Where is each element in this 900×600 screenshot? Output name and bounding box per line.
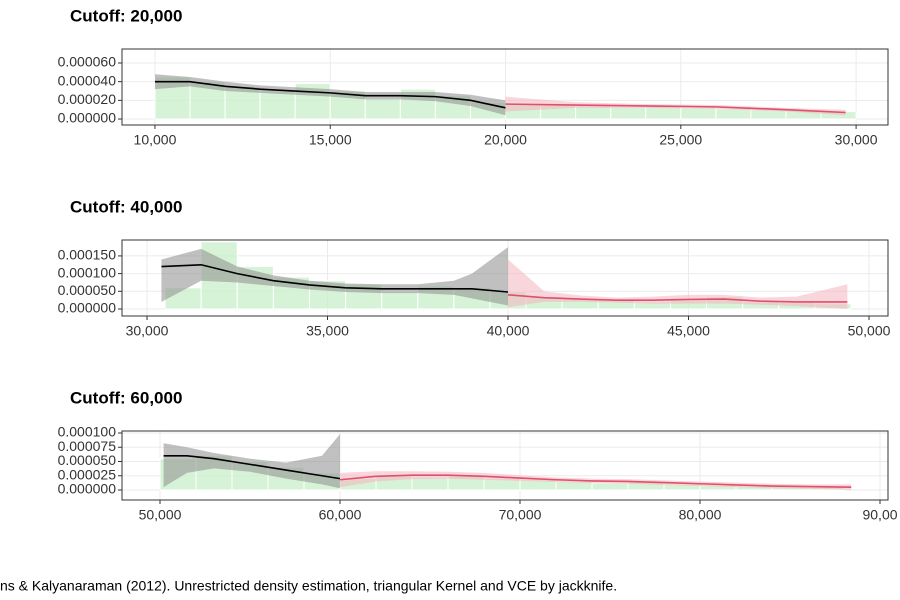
x-tick-label: 20,000 bbox=[484, 132, 527, 148]
x-tick-label: 40,000 bbox=[487, 323, 530, 339]
histogram-bar bbox=[259, 90, 296, 120]
x-tick-label: 35,000 bbox=[306, 323, 349, 339]
panel-border bbox=[121, 430, 889, 501]
histogram-bar bbox=[610, 106, 647, 120]
confidence-band bbox=[161, 247, 509, 306]
x-tick-label: 60,000 bbox=[319, 507, 362, 523]
caption: ns & Kalyanaraman (2012). Unrestricted d… bbox=[0, 578, 617, 594]
y-tick-label: 0.000050 bbox=[58, 452, 117, 468]
x-tick-label: 45,000 bbox=[667, 323, 710, 339]
y-tick-label: 0.000100 bbox=[58, 424, 117, 440]
histogram-bar bbox=[411, 476, 449, 491]
panel-title: Cutoff: 60,000 bbox=[70, 388, 182, 407]
density-line bbox=[154, 80, 506, 109]
y-tick-label: 0.000050 bbox=[58, 282, 117, 298]
histogram-bar bbox=[680, 107, 717, 120]
y-tick-label: 0.000150 bbox=[58, 247, 117, 263]
histogram-bar bbox=[575, 105, 612, 120]
histogram-bar bbox=[715, 108, 752, 120]
y-tick-label: 0.000000 bbox=[58, 481, 117, 497]
y-tick-label: 0.000020 bbox=[58, 91, 117, 107]
panel-border bbox=[121, 239, 889, 317]
x-tick-label: 15,000 bbox=[309, 132, 352, 148]
histogram-bar bbox=[364, 97, 401, 120]
x-tick-label: 30,000 bbox=[126, 323, 169, 339]
confidence-band bbox=[154, 74, 506, 116]
y-tick-label: 0.000100 bbox=[58, 264, 117, 280]
x-tick-label: 90,00 bbox=[862, 507, 897, 523]
y-tick-label: 0.000000 bbox=[58, 110, 117, 126]
x-tick-label: 25,000 bbox=[659, 132, 702, 148]
x-tick-label: 50,000 bbox=[139, 507, 182, 523]
x-tick-label: 70,000 bbox=[499, 507, 542, 523]
y-tick-label: 0.000025 bbox=[58, 466, 117, 482]
y-tick-label: 0.000060 bbox=[58, 54, 117, 70]
density-line bbox=[163, 455, 341, 480]
y-tick-label: 0.000040 bbox=[58, 72, 117, 88]
density-line bbox=[507, 294, 848, 303]
confidence-band bbox=[508, 259, 848, 309]
density-line bbox=[339, 474, 852, 488]
density-line bbox=[505, 103, 846, 114]
panel-border bbox=[121, 48, 889, 126]
y-tick-label: 0.000000 bbox=[58, 300, 117, 316]
panel-title: Cutoff: 20,000 bbox=[70, 6, 182, 25]
y-tick-label: 0.000075 bbox=[58, 438, 117, 454]
density-line bbox=[161, 263, 509, 293]
x-tick-label: 10,000 bbox=[134, 132, 177, 148]
x-tick-label: 80,000 bbox=[679, 507, 722, 523]
histogram-bar bbox=[591, 482, 629, 491]
panel-title: Cutoff: 40,000 bbox=[70, 197, 182, 216]
confidence-band bbox=[163, 434, 341, 489]
x-tick-label: 30,000 bbox=[835, 132, 878, 148]
x-tick-label: 50,000 bbox=[848, 323, 891, 339]
histogram-bar bbox=[381, 290, 419, 310]
